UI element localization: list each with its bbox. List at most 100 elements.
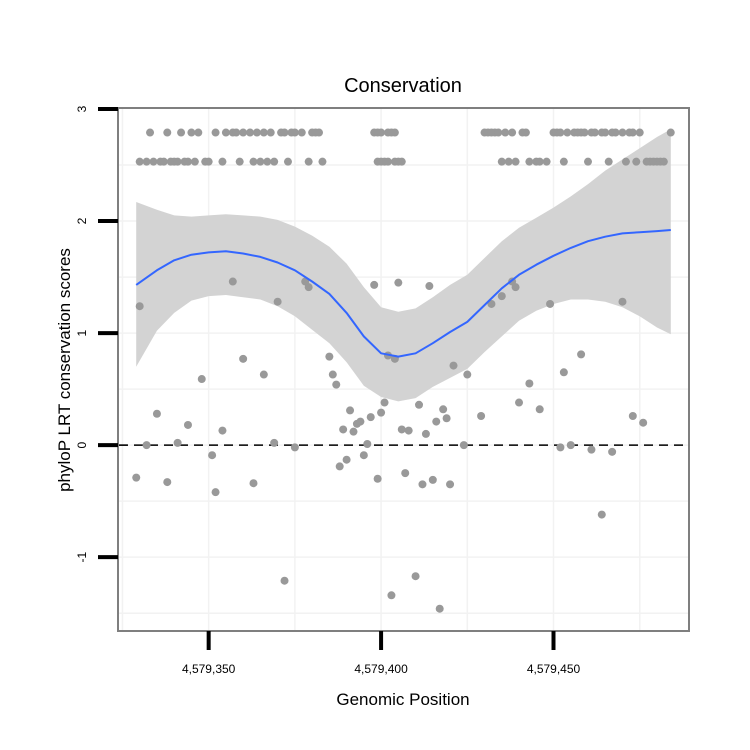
- data-point-137: [370, 280, 379, 289]
- data-point-64: [504, 157, 513, 166]
- data-point-32: [270, 157, 279, 166]
- smooth-fit-line: [135, 229, 671, 358]
- data-point-124: [325, 352, 334, 361]
- data-point-69: [525, 157, 534, 166]
- data-point-66: [511, 157, 520, 166]
- data-point-26: [249, 157, 258, 166]
- data-point-142: [387, 591, 396, 600]
- data-point-12: [183, 157, 192, 166]
- data-points: [132, 128, 675, 613]
- y-tick-label-3: 2: [75, 217, 89, 224]
- data-point-72: [542, 157, 551, 166]
- data-point-43: [318, 157, 327, 166]
- data-point-110: [197, 375, 206, 384]
- data-point-24: [239, 128, 248, 137]
- data-point-177: [608, 447, 617, 456]
- data-point-136: [366, 413, 375, 422]
- data-point-37: [290, 128, 299, 137]
- y-tick-label-2: 1: [75, 329, 89, 336]
- data-point-154: [432, 417, 441, 426]
- data-point-39: [304, 157, 313, 166]
- data-point-164: [497, 292, 506, 301]
- data-point-115: [239, 354, 248, 363]
- data-point-170: [546, 299, 555, 308]
- data-point-157: [442, 414, 451, 423]
- x-axis: 4,579,350 4,579,400 4,579,450: [182, 631, 581, 676]
- data-point-163: [487, 299, 496, 308]
- data-point-38: [297, 128, 306, 137]
- data-point-42: [315, 128, 324, 137]
- data-point-169: [535, 405, 544, 414]
- data-point-174: [577, 350, 586, 359]
- data-point-113: [218, 426, 227, 435]
- data-point-117: [259, 370, 268, 379]
- data-point-123: [304, 283, 313, 292]
- data-point-144: [394, 278, 403, 287]
- data-point-176: [597, 510, 606, 519]
- data-point-14: [190, 157, 199, 166]
- data-point-146: [401, 469, 410, 478]
- data-point-119: [273, 297, 282, 306]
- smooth-line: [135, 229, 671, 358]
- data-point-62: [497, 157, 506, 166]
- data-point-114: [228, 277, 237, 286]
- data-point-139: [377, 408, 386, 417]
- data-point-149: [415, 400, 424, 409]
- data-point-68: [521, 128, 530, 137]
- data-point-150: [418, 480, 427, 489]
- data-point-167: [515, 398, 524, 407]
- x-axis-title: Genomic Position: [336, 690, 469, 709]
- data-point-89: [611, 128, 620, 137]
- data-point-161: [463, 370, 472, 379]
- data-point-35: [283, 157, 292, 166]
- data-point-54: [390, 128, 399, 137]
- data-point-125: [328, 370, 337, 379]
- data-point-94: [632, 157, 641, 166]
- data-point-138: [373, 474, 382, 483]
- data-point-160: [459, 441, 468, 450]
- x-tick-label-2: 4,579,450: [527, 662, 581, 676]
- data-point-104: [132, 473, 141, 482]
- data-point-180: [639, 418, 648, 427]
- data-point-6: [163, 128, 172, 137]
- data-point-145: [397, 425, 406, 434]
- data-point-75: [556, 128, 565, 137]
- data-point-28: [256, 157, 265, 166]
- data-point-172: [559, 368, 568, 377]
- data-point-168: [525, 379, 534, 388]
- y-axis: -1 0 1 2 3: [75, 105, 118, 563]
- data-point-77: [563, 128, 572, 137]
- data-point-2: [146, 128, 155, 137]
- data-point-10: [177, 128, 186, 137]
- data-point-133: [356, 417, 365, 426]
- data-point-19: [218, 157, 227, 166]
- data-point-131: [349, 427, 358, 436]
- data-point-93: [628, 128, 637, 137]
- data-point-63: [501, 128, 510, 137]
- data-point-0: [135, 157, 144, 166]
- data-point-86: [601, 128, 610, 137]
- data-point-106: [152, 409, 161, 418]
- data-point-105: [142, 441, 151, 450]
- data-point-3: [149, 157, 158, 166]
- data-point-107: [163, 478, 172, 487]
- data-point-61: [494, 128, 503, 137]
- data-point-20: [221, 128, 230, 137]
- data-point-134: [359, 451, 368, 460]
- data-point-56: [397, 157, 406, 166]
- data-point-111: [208, 451, 217, 460]
- confidence-band: [136, 129, 671, 402]
- data-point-18: [211, 128, 220, 137]
- confidence-band-area: [136, 129, 671, 402]
- data-point-90: [618, 128, 627, 137]
- data-point-1: [142, 157, 151, 166]
- data-point-65: [508, 128, 517, 137]
- data-point-51: [383, 157, 392, 166]
- data-point-155: [435, 604, 444, 613]
- data-point-22: [232, 128, 241, 137]
- data-point-9: [173, 157, 182, 166]
- data-point-140: [380, 398, 389, 407]
- data-point-23: [235, 157, 244, 166]
- data-point-103: [135, 302, 144, 311]
